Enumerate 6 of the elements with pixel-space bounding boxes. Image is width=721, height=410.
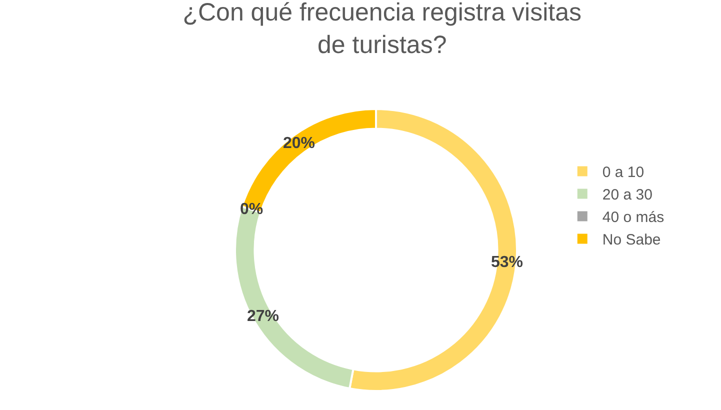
legend-label: 0 a 10: [602, 164, 644, 182]
legend-label: No Sabe: [602, 232, 661, 249]
legend-label: 40 o más: [602, 209, 664, 226]
chart-title: ¿Con qué frecuencia registra visitas de turistas?: [182, 0, 582, 59]
legend-label: 20 a 30: [602, 186, 652, 204]
data-label: 27%: [247, 308, 280, 325]
